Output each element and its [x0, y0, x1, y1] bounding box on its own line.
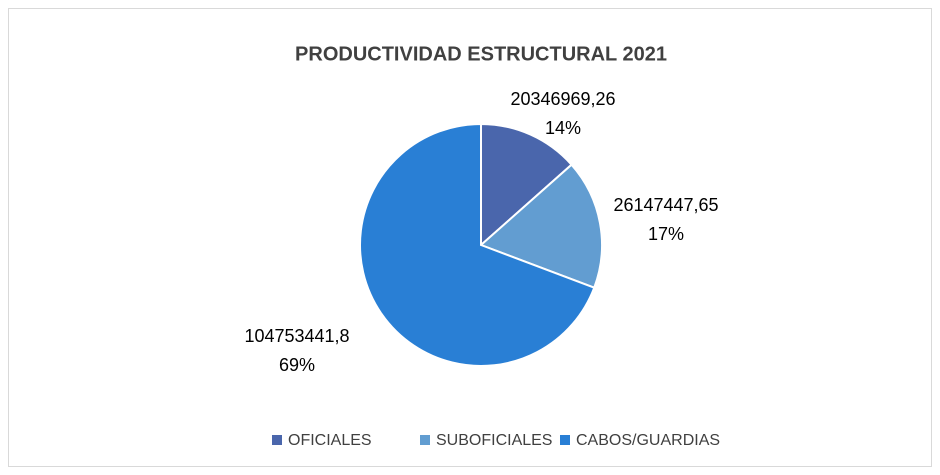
- pie-slice: [480, 122, 573, 248]
- percent-label: 69%: [279, 355, 315, 375]
- legend-marker: [272, 435, 282, 445]
- percent-label: 17%: [648, 224, 684, 244]
- legend-label: CABOS/GUARDIAS: [576, 432, 720, 449]
- pie-slice: [359, 122, 596, 367]
- data-label: 26147447,65: [613, 195, 718, 215]
- data-label: 104753441,8: [244, 326, 349, 346]
- legend-marker: [560, 435, 570, 445]
- legend-label: SUBOFICIALES: [436, 432, 552, 449]
- data-label: 20346969,26: [510, 89, 615, 109]
- pie-slice: [479, 163, 603, 289]
- percent-label: 14%: [545, 118, 581, 138]
- chart-title: PRODUCTIVIDAD ESTRUCTURAL 2021: [295, 43, 667, 65]
- legend-marker: [420, 435, 430, 445]
- legend-label: OFICIALES: [288, 432, 372, 449]
